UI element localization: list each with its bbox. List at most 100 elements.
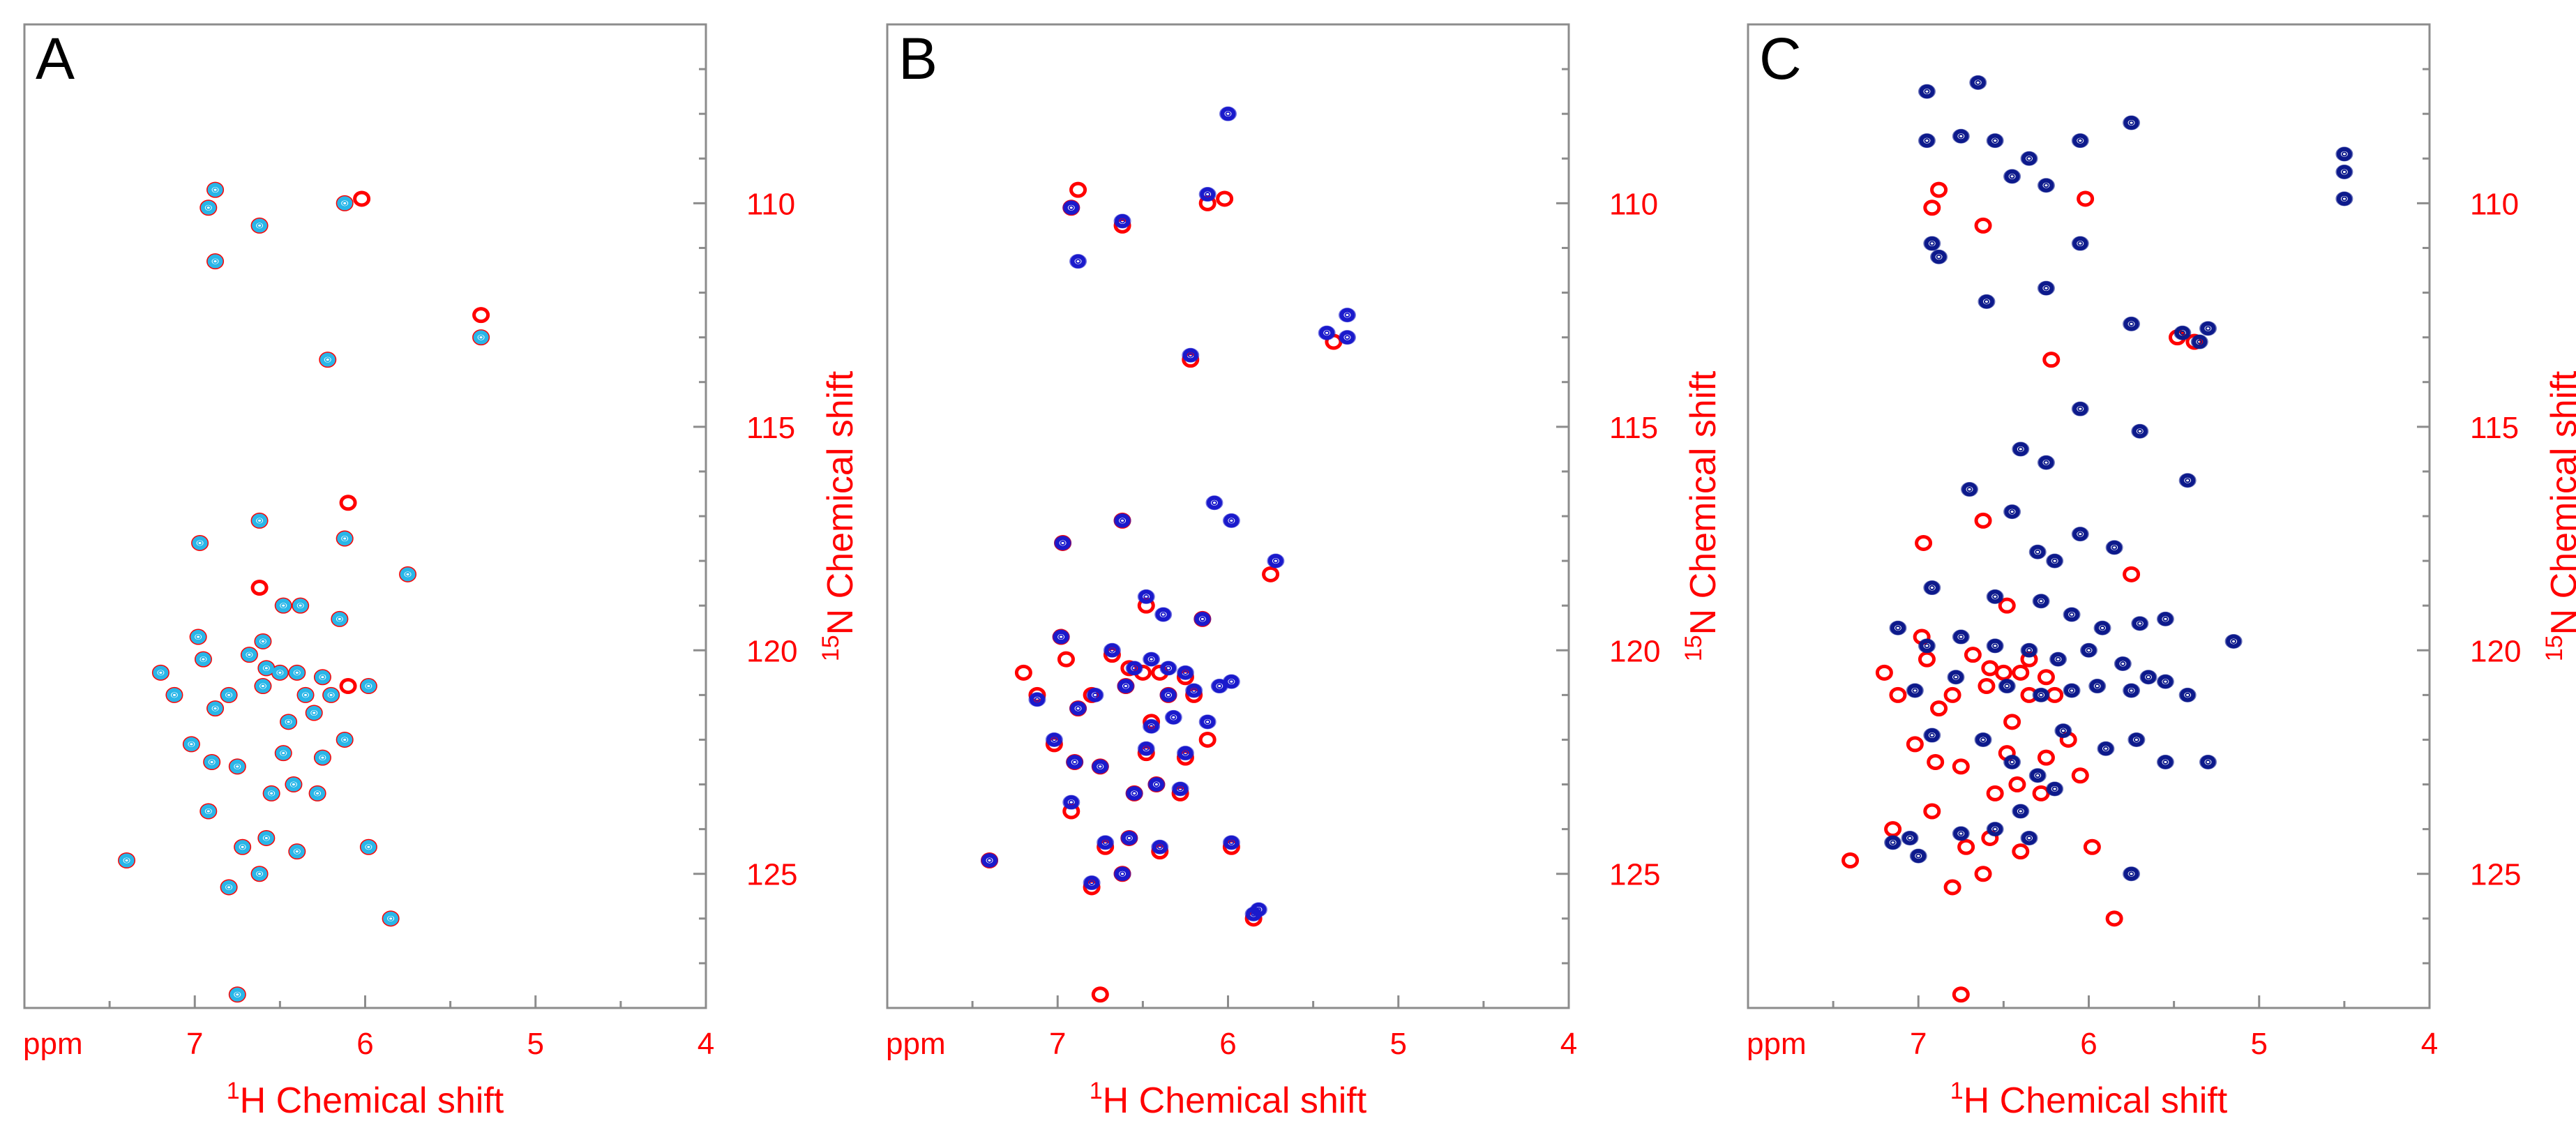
peak [1918, 651, 1936, 668]
peak-contour-inner [294, 670, 300, 675]
y-axis-title-sup: 15 [2541, 635, 2568, 661]
peak [2038, 178, 2054, 193]
peak-contour-inner [1153, 782, 1159, 788]
peak [2064, 683, 2080, 698]
peak-contour-inner [2035, 773, 2041, 778]
peak-contour-inner [1895, 625, 1901, 631]
peak [472, 307, 490, 324]
peak [1998, 597, 2016, 614]
peak [310, 786, 326, 801]
peak [1987, 133, 2003, 148]
peak [1223, 675, 1240, 689]
peak [1924, 236, 1940, 251]
peak [1875, 664, 1893, 681]
peak-contour-inner [294, 849, 300, 854]
peak-contour-inner [2205, 760, 2211, 765]
peak [400, 567, 416, 582]
peak [2012, 843, 2030, 860]
peak [2003, 714, 2021, 730]
peak-contour-inner [2128, 321, 2134, 326]
peak-contour-inner [1148, 723, 1154, 729]
peak [1200, 187, 1216, 202]
peak [2132, 424, 2148, 439]
peak [1220, 107, 1236, 121]
peak [361, 840, 377, 854]
peak [339, 678, 357, 695]
peak-contour-inner [1992, 827, 1998, 832]
peak [1952, 986, 1970, 1003]
peak [2174, 326, 2190, 340]
peak [1127, 786, 1143, 801]
peak [2123, 683, 2139, 698]
peak-contour-inner [2102, 746, 2109, 751]
peak-contour-inner [1097, 764, 1104, 769]
peak-contour-inner [2060, 728, 2066, 734]
peak [2115, 656, 2131, 671]
peak-contour-inner [1182, 670, 1189, 675]
peak-contour-inner [319, 675, 326, 680]
peak-contour-inner [2162, 679, 2169, 684]
peak-contour-inner [1187, 352, 1193, 358]
peak-contour-inner [2185, 692, 2191, 698]
peak [2200, 321, 2216, 336]
peak-contour-inner [1120, 518, 1126, 523]
peak-contour-inner [1068, 799, 1074, 805]
peak-contour-inner [2043, 285, 2049, 291]
peak-contour-inner [388, 916, 394, 921]
peak [2180, 688, 2196, 702]
peak-contour-inner [2086, 647, 2092, 653]
peak [1994, 664, 2012, 681]
peak-contour-inner [2341, 196, 2347, 202]
peak [207, 254, 223, 269]
x-tick-label: 4 [1560, 1027, 1577, 1061]
peak [2097, 741, 2114, 756]
peak-contour-inner [1157, 844, 1163, 850]
peak [1923, 199, 1941, 216]
peak-contour-inner [1109, 647, 1115, 653]
peak-contour-inner [2069, 612, 2075, 617]
peak [1961, 482, 1978, 497]
peak [1137, 597, 1155, 614]
peak [2200, 755, 2216, 769]
peak [252, 866, 268, 881]
peak [2050, 652, 2066, 667]
peak-contour-inner [277, 670, 283, 675]
peak [1978, 294, 1994, 309]
peak-contour-inner [1177, 786, 1184, 792]
peak-contour-inner [1102, 840, 1108, 845]
y-tick-label: 115 [2470, 411, 2519, 445]
peak [2033, 688, 2049, 702]
peak-contour-inner [2026, 835, 2033, 841]
peak [1177, 665, 1193, 680]
peak-contour-inner [1915, 853, 1922, 859]
peak [241, 647, 257, 662]
peak-contour-inner [366, 684, 372, 689]
peak-contour-inner [2035, 549, 2041, 555]
peak [285, 777, 301, 792]
peak [252, 218, 268, 233]
peak-contour-inner [2128, 688, 2134, 693]
peak [207, 183, 223, 197]
peak-contour-inner [205, 205, 211, 211]
peak [166, 688, 182, 702]
peak [1138, 589, 1154, 604]
x-axis-title: 1H Chemical shift [227, 1078, 504, 1121]
peak-contour-inner [1060, 540, 1066, 545]
peak [1223, 513, 1240, 528]
peak [2095, 621, 2111, 635]
peak [315, 670, 331, 684]
peak [1057, 651, 1075, 668]
peak-contour-inner [1092, 692, 1098, 698]
peak [306, 706, 322, 720]
peak-contour-inner [1992, 138, 1998, 144]
peak [1987, 589, 2003, 604]
peak-contour-inner [2069, 688, 2075, 693]
peak-contour-inner [1980, 737, 1987, 742]
peak-contour-inner [319, 755, 326, 760]
peak [1121, 831, 1137, 845]
peak-contour-inner [1211, 500, 1217, 506]
peak [1104, 643, 1120, 658]
peak [1974, 866, 1992, 882]
peak [1924, 728, 1940, 743]
